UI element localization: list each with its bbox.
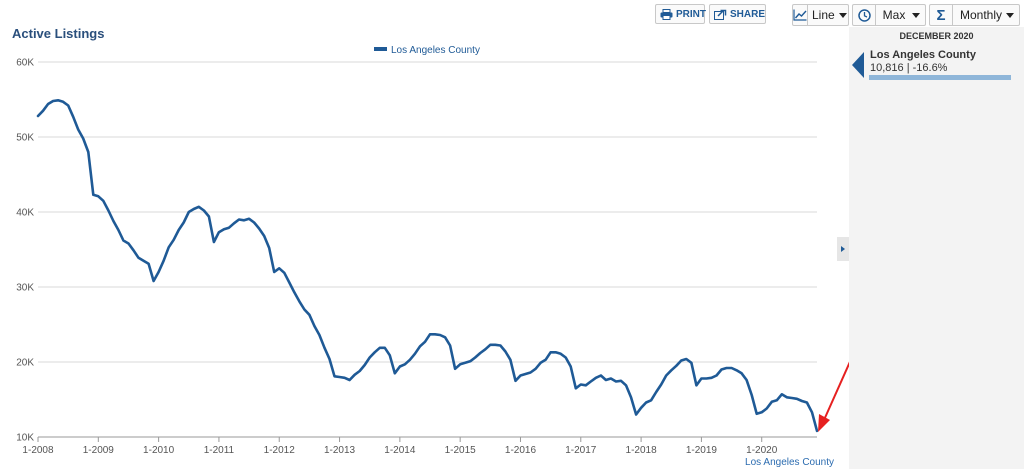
chevron-right-icon [841,246,845,252]
share-button[interactable]: SHARE [709,4,766,24]
x-tick-label: 1-2017 [565,445,597,456]
date-range-select[interactable]: Max [852,4,926,26]
legend-label: Los Angeles County [391,45,480,56]
x-tick-label: 1-2009 [83,445,115,456]
legend[interactable]: Los Angeles County [374,45,480,56]
share-icon [714,9,727,20]
print-button[interactable]: PRINT [655,4,706,24]
printer-icon [660,8,673,20]
x-tick-label: 1-2011 [204,445,235,456]
y-tick-label: 10K [16,433,34,444]
x-tick-label: 1-2018 [626,445,658,456]
chevron-down-icon [838,12,847,18]
chart-type-select[interactable]: Line [792,4,849,26]
legend-swatch [374,47,387,51]
chevron-down-icon [1006,12,1014,18]
sidebar-value-bar [869,75,1011,80]
series-marker-icon [852,52,864,78]
chart-type-value: Line [812,8,835,22]
chart-title: Active Listings [12,26,105,41]
line-chart-icon [793,5,808,25]
print-label: PRINT [676,8,706,20]
y-axis-ticks: 10K 20K 30K 40K 50K 60K [16,58,34,444]
sidebar-series-name: Los Angeles County [870,49,976,61]
sidebar-date-heading: DECEMBER 2020 [899,31,974,41]
value-sidebar: DECEMBER 2020 Los Angeles County 10,816 … [849,27,1024,469]
clock-icon [853,5,876,25]
x-axis-ticks: 1-2008 1-2009 1-2010 1-2011 1-2012 1-2013 1-20… [22,437,778,456]
x-tick-label: 1-2019 [686,445,718,456]
x-tick-label: 1-2013 [324,445,356,456]
frequency-select[interactable]: Σ Monthly [929,4,1020,26]
chart-toolbar: PRINT SHARE Line Max Σ [0,4,1024,26]
series-line-los-angeles-county[interactable] [36,99,819,433]
x-tick-label: 1-2008 [22,445,54,456]
chevron-down-icon [912,12,920,18]
y-tick-label: 60K [16,58,34,69]
y-tick-label: 50K [16,133,34,144]
frequency-value: Monthly [959,8,1002,22]
x-tick-label: 1-2015 [445,445,477,456]
share-label: SHARE [730,8,766,20]
sidebar-value: 10,816 | -16.6% [870,62,948,74]
x-tick-label: 1-2016 [505,445,537,456]
y-tick-label: 40K [16,208,34,219]
x-tick-label: 1-2012 [264,445,296,456]
sidebar-toggle-button[interactable] [837,237,849,261]
x-tick-label: 1-2014 [384,445,416,456]
x-tick-label: 1-2010 [143,445,175,456]
grid-lines [38,61,817,438]
x-tick-label: 1-2020 [746,445,778,456]
y-tick-label: 20K [16,358,34,369]
y-tick-label: 30K [16,283,34,294]
sigma-icon: Σ [930,5,953,25]
date-range-value: Max [882,8,906,22]
chart-credit: Los Angeles County [745,457,834,468]
